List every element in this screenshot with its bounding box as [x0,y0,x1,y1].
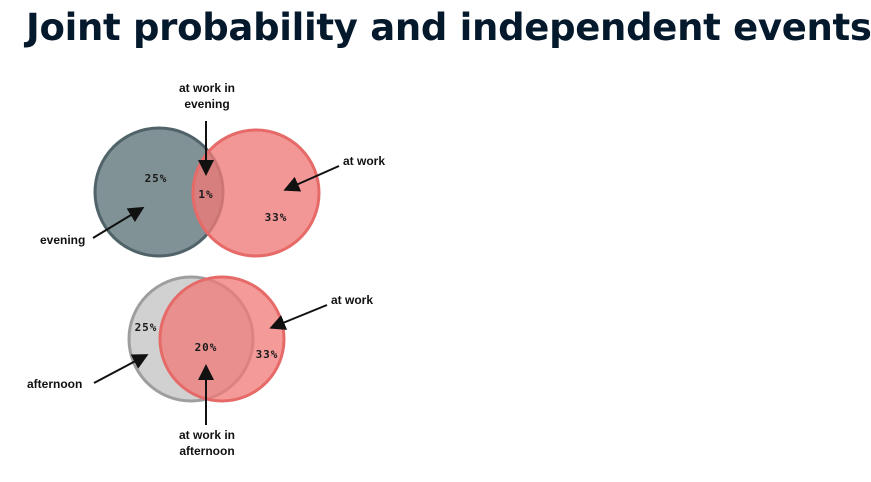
venn-top: 25% 1% 33% [92,121,340,258]
slide-title: Joint probability and independent events [26,6,871,49]
label-afternoon: afternoon [27,377,83,391]
intersection-pct-top: 1% [198,188,213,201]
intersection-pct-bottom: 20% [195,341,218,354]
label-at-work-in-evening: at work in evening [178,81,235,111]
label-evening: evening [40,233,86,247]
arrow-at-work-top [283,165,340,192]
label-at-work-in-afternoon: at work in afternoon [178,428,235,458]
venn-bottom: 25% 20% 33% [93,275,328,425]
arrow-at-work-bottom [269,304,328,330]
at-work-circle-bottom [158,275,286,403]
evening-pct: 25% [145,172,168,185]
at-work-pct-top: 33% [265,211,288,224]
label-at-work-bottom: at work [331,293,374,307]
at-work-pct-bottom: 33% [256,348,279,361]
arrow-evening [92,206,145,239]
label-at-work-top: at work [343,154,386,168]
afternoon-pct: 25% [135,321,158,334]
at-work-circle-top [191,128,321,258]
arrow-afternoon [93,354,149,384]
